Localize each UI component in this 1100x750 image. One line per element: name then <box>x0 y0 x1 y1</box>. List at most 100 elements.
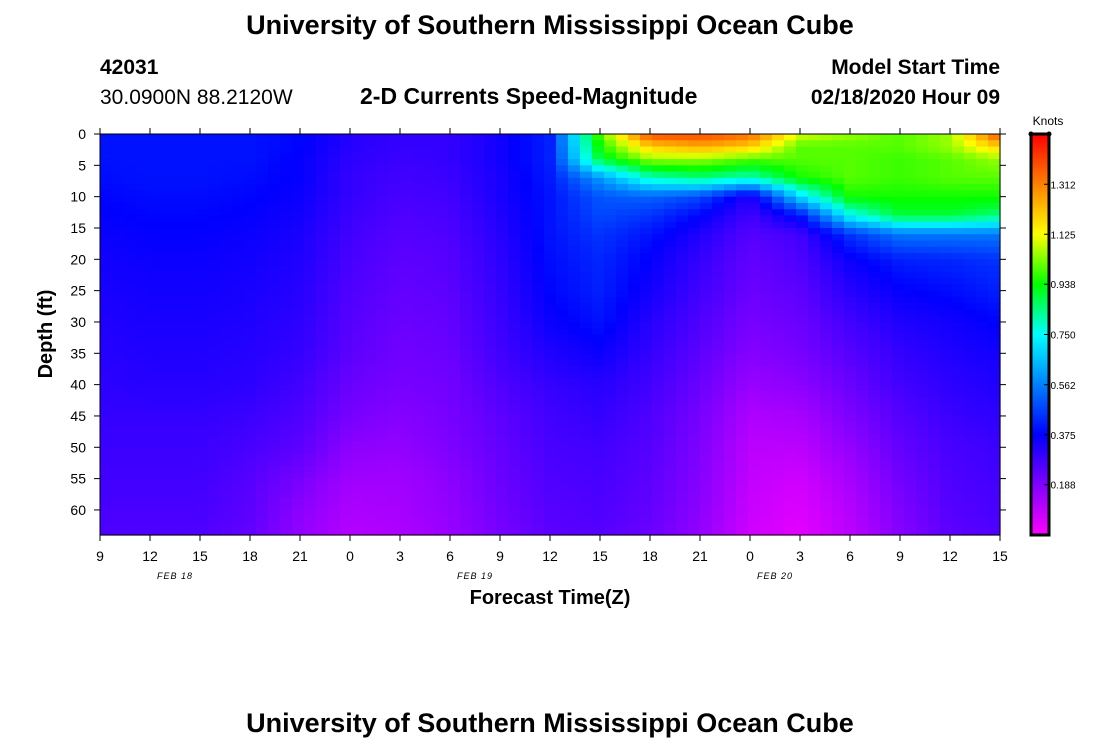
heatmap-cell <box>568 491 581 499</box>
heatmap-cell <box>712 491 725 499</box>
heatmap-cell <box>856 271 869 279</box>
heatmap-cell <box>760 459 773 467</box>
heatmap-cell <box>100 309 113 317</box>
heatmap-cell <box>268 509 281 517</box>
heatmap-cell <box>292 215 305 223</box>
heatmap-cell <box>652 428 665 436</box>
heatmap-cell <box>856 528 869 536</box>
heatmap-cell <box>304 271 317 279</box>
heatmap-cell <box>508 334 521 342</box>
heatmap-cell <box>520 246 533 254</box>
heatmap-cell <box>316 359 329 367</box>
heatmap-cell <box>832 415 845 423</box>
heatmap-cell <box>316 516 329 524</box>
heatmap-cell <box>748 290 761 298</box>
heatmap-cell <box>196 171 209 179</box>
heatmap-cell <box>556 434 569 442</box>
heatmap-cell <box>604 459 617 467</box>
heatmap-cell <box>148 384 161 392</box>
heatmap-cell <box>328 359 341 367</box>
heatmap-cell <box>112 497 125 505</box>
heatmap-cell <box>148 315 161 323</box>
heatmap-cell <box>652 227 665 235</box>
heatmap-cell <box>784 246 797 254</box>
heatmap-cell <box>568 372 581 379</box>
heatmap-cell <box>832 278 845 285</box>
heatmap-cell <box>628 303 641 311</box>
heatmap-cell <box>112 503 125 511</box>
heatmap-cell <box>604 353 617 361</box>
heatmap-cell <box>472 240 485 248</box>
heatmap-cell <box>604 265 617 273</box>
heatmap-cell <box>412 246 425 254</box>
heatmap-cell <box>100 453 113 461</box>
heatmap-cell <box>160 190 173 198</box>
heatmap-cell <box>856 503 869 511</box>
heatmap-cell <box>880 278 893 285</box>
heatmap-cell <box>724 190 737 198</box>
heatmap-cell <box>268 347 281 354</box>
heatmap-cell <box>736 240 749 248</box>
heatmap-cell <box>988 441 1001 448</box>
heatmap-cell <box>784 428 797 436</box>
heatmap-cell <box>700 296 713 304</box>
heatmap-cell <box>484 240 497 248</box>
heatmap-cell <box>412 459 425 467</box>
heatmap-cell <box>184 365 197 373</box>
heatmap-cell <box>640 422 653 430</box>
heatmap-cell <box>328 246 341 254</box>
heatmap-cell <box>592 296 605 304</box>
heatmap-cell <box>892 190 905 198</box>
heatmap-cell <box>376 278 389 285</box>
heatmap-cell <box>424 278 437 285</box>
heatmap-cell <box>292 390 305 398</box>
heatmap-cell <box>580 359 593 367</box>
heatmap-cell <box>196 372 209 379</box>
heatmap-cell <box>292 165 305 173</box>
heatmap-cell <box>940 390 953 398</box>
heatmap-cell <box>460 321 473 329</box>
heatmap-cell <box>832 397 845 405</box>
heatmap-cell <box>856 196 869 204</box>
heatmap-cell <box>412 159 425 166</box>
heatmap-cell <box>256 246 269 254</box>
heatmap-cell <box>592 159 605 166</box>
heatmap-cell <box>472 478 485 486</box>
heatmap-cell <box>724 234 737 242</box>
heatmap-cell <box>100 372 113 379</box>
heatmap-cell <box>352 528 365 536</box>
heatmap-cell <box>268 397 281 405</box>
heatmap-cell <box>976 447 989 455</box>
heatmap-cell <box>484 303 497 311</box>
heatmap-cell <box>640 152 653 160</box>
heatmap-cell <box>268 190 281 198</box>
heatmap-cell <box>124 240 137 248</box>
heatmap-cell <box>652 271 665 279</box>
heatmap-cell <box>556 441 569 448</box>
heatmap-cell <box>532 491 545 499</box>
heatmap-cell <box>136 516 149 524</box>
heatmap-cell <box>544 196 557 204</box>
heatmap-cell <box>700 453 713 461</box>
heatmap-cell <box>796 234 809 242</box>
heatmap-cell <box>196 509 209 517</box>
heatmap-cell <box>256 434 269 442</box>
heatmap-cell <box>436 340 449 348</box>
heatmap-cell <box>628 522 641 530</box>
heatmap-cell <box>364 184 377 191</box>
heatmap-cell <box>580 290 593 298</box>
heatmap-cell <box>856 184 869 191</box>
heatmap-cell <box>700 134 713 141</box>
heatmap-cell <box>868 453 881 461</box>
heatmap-cell <box>808 159 821 166</box>
heatmap-cell <box>544 353 557 361</box>
x-tick-label: 9 <box>496 548 504 564</box>
heatmap-cell <box>580 428 593 436</box>
heatmap-cell <box>364 165 377 173</box>
heatmap-cell <box>856 296 869 304</box>
heatmap-cell <box>724 184 737 191</box>
heatmap-cell <box>952 177 965 185</box>
heatmap-cell <box>328 334 341 342</box>
heatmap-cell <box>436 434 449 442</box>
heatmap-cell <box>892 165 905 173</box>
